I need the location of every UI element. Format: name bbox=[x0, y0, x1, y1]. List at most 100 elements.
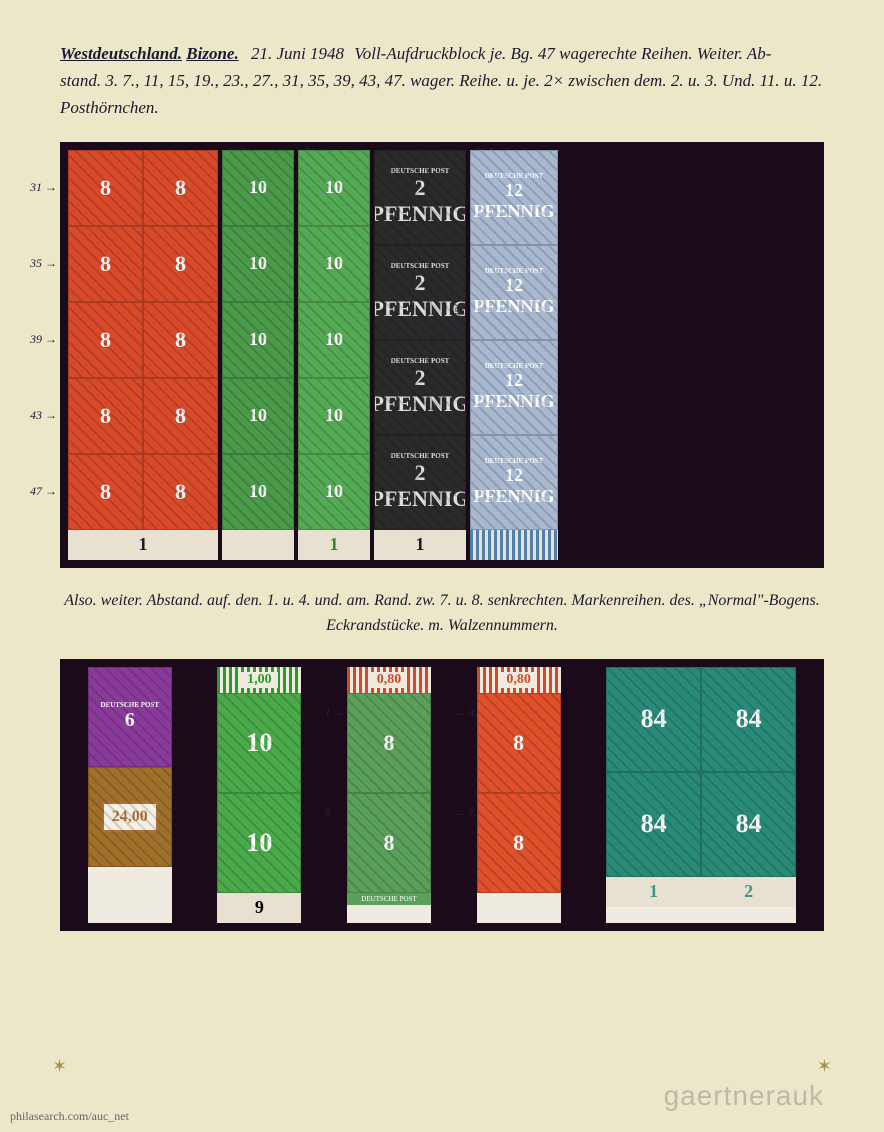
mid-caption: Also. weiter. Abstand. auf. den. 1. u. 4… bbox=[60, 588, 824, 639]
stamp-grid: DEUTSCHE POST12 PFENNIG DEUTSCHE POST12 P… bbox=[470, 150, 558, 530]
stamp: 10 bbox=[298, 150, 370, 226]
violet-brown-pair: DEUTSCHE POST624,00 bbox=[88, 667, 172, 923]
stamp: 10 bbox=[222, 150, 294, 226]
stamp-header: DEUTSCHE POST bbox=[471, 362, 557, 370]
stamp-denom: 8 bbox=[100, 479, 111, 505]
stamp: 8 bbox=[143, 378, 218, 454]
stamp-denom: 8 bbox=[100, 327, 111, 353]
orange-8pf-pair: 0,8088→ 3.→ 7. bbox=[477, 667, 561, 923]
ornament-star-left: ✶ bbox=[52, 1056, 67, 1077]
stamp-denom: 8 bbox=[100, 175, 111, 201]
stamp-denom: 10 bbox=[325, 177, 343, 198]
green-10pf-top: 1,00 10 10 9 bbox=[217, 667, 301, 923]
sheet-margin: 12 bbox=[606, 877, 796, 907]
plate-number: 9 bbox=[217, 893, 301, 923]
value-strip: 1,00 bbox=[217, 667, 301, 693]
stamp-denom: 10 bbox=[249, 405, 267, 426]
sheet-value: 0,80 bbox=[371, 672, 408, 688]
stamp: DEUTSCHE POST2 PFENNIG bbox=[374, 340, 466, 435]
sheet-margin: 1 bbox=[68, 530, 218, 560]
stamp: DEUTSCHE POST2 PFENNIG bbox=[374, 435, 466, 530]
stamp-denom: DEUTSCHE POST2 PFENNIG bbox=[374, 167, 466, 227]
mid-line1: Also. weiter. Abstand. auf. den. 1. u. 4… bbox=[64, 592, 820, 609]
mid-line2: Eckrandstücke. m. Walzennummern. bbox=[326, 617, 558, 634]
stamp: DEUTSCHE POST12 PFENNIG bbox=[470, 150, 558, 245]
stamp: 10 bbox=[222, 302, 294, 378]
zone-title: Bizone. bbox=[186, 44, 238, 63]
value-box: 24,00 bbox=[102, 802, 158, 832]
stamp: 8 bbox=[143, 302, 218, 378]
stamp-denom: 10 bbox=[249, 481, 267, 502]
row-label: 35 → bbox=[30, 226, 57, 302]
teal-84pf-block: 8484848412 bbox=[606, 667, 796, 923]
stamp-denom: 10 bbox=[249, 329, 267, 350]
stamp: 84 bbox=[606, 667, 701, 772]
row-number-labels: 31 →35 →39 →43 →47 → bbox=[30, 150, 57, 530]
stamp-grid: 88 bbox=[477, 693, 561, 893]
stamp-denom: 84 bbox=[736, 704, 762, 734]
stamp-denom: 10 bbox=[249, 177, 267, 198]
stamp-denom: 8 bbox=[100, 403, 111, 429]
stamp-denom: DEUTSCHE POST2 PFENNIG bbox=[374, 357, 466, 417]
stamp-denom: 10 bbox=[246, 728, 272, 758]
stamp: 84 bbox=[701, 667, 796, 772]
header-caption: Westdeutschland. Bizone. 21. Juni 1948 V… bbox=[60, 40, 824, 122]
stamp: 8 bbox=[477, 693, 561, 793]
stamp-denom: 8 bbox=[175, 403, 186, 429]
plate-number: 1 bbox=[649, 881, 658, 902]
stamp-header: DEUTSCHE POST bbox=[471, 267, 557, 275]
stamp-header: DEUTSCHE POST bbox=[101, 701, 160, 709]
sheet-margin: 1 bbox=[298, 530, 370, 560]
stamp-denom: 10 bbox=[325, 481, 343, 502]
stamp: 8 bbox=[68, 454, 143, 530]
stamp: 10 bbox=[298, 454, 370, 530]
stamp: 10 bbox=[298, 302, 370, 378]
stamp: 8 bbox=[347, 793, 431, 893]
row-label: 43 → bbox=[30, 378, 57, 454]
plate-number: 2 bbox=[744, 881, 753, 902]
stamp: 8 bbox=[68, 378, 143, 454]
stamp-grid: 88 bbox=[347, 693, 431, 893]
stamp-denom: DEUTSCHE POST12 PFENNIG bbox=[471, 172, 557, 222]
ornament-star-right: ✶ bbox=[817, 1056, 832, 1077]
stamp-section-top: 31 →35 →39 →43 →47 →88888888881Walze1010… bbox=[60, 142, 824, 568]
stamp-denom: 8 bbox=[175, 251, 186, 277]
stamp-denom: 8 bbox=[175, 479, 186, 505]
stamp-denom: DEUTSCHE POST2 PFENNIG bbox=[374, 452, 466, 512]
stamp: 8 bbox=[143, 454, 218, 530]
value-strip: 0,80 bbox=[347, 667, 431, 693]
stamp-grid: 8 8 8 8 8 8 8 8 8 8 bbox=[68, 150, 218, 530]
sheet-margin bbox=[470, 530, 558, 560]
stamp-denom: 10 bbox=[246, 828, 272, 858]
stamp-grid: 10 10 10 10 10 bbox=[222, 150, 294, 530]
stamp-header: DEUTSCHE POST bbox=[374, 167, 466, 175]
stamp: 10 bbox=[222, 378, 294, 454]
value-strip: 0,80 bbox=[477, 667, 561, 693]
stamp: 84 bbox=[701, 772, 796, 877]
black-2pf-strip: DEUTSCHE POST2 PFENNIG DEUTSCHE POST2 PFE… bbox=[374, 150, 466, 560]
stamp-section-bottom: DEUTSCHE POST624,001,00101090,8088DEUTSC… bbox=[60, 659, 824, 931]
stamp: 10 bbox=[222, 226, 294, 302]
stamp-denom: DEUTSCHE POST12 PFENNIG bbox=[471, 267, 557, 317]
stamp-denom: 8 bbox=[100, 251, 111, 277]
stamp: DEUTSCHE POST2 PFENNIG bbox=[374, 150, 466, 245]
footer-url: philasearch.com/auc_net bbox=[10, 1109, 129, 1124]
stamp-denom: 8 bbox=[383, 830, 394, 856]
stamp-denom: 8 bbox=[383, 730, 394, 756]
stamp: 84 bbox=[606, 772, 701, 877]
row-label: 31 → bbox=[30, 150, 57, 226]
stamp-denom: 8 bbox=[175, 175, 186, 201]
arrow-annotation: 5 bbox=[325, 807, 331, 819]
green-10pf-strip-right: Platte10101010101 bbox=[298, 150, 370, 560]
stamp-header: DEUTSCHE POST bbox=[471, 457, 557, 465]
stamp-denom: DEUTSCHE POST12 PFENNIG bbox=[471, 457, 557, 507]
region-title: Westdeutschland. bbox=[60, 44, 182, 63]
row-label: 47 → bbox=[30, 454, 57, 530]
stamp-grid: 10 10 bbox=[217, 693, 301, 893]
stamp: 8 bbox=[68, 226, 143, 302]
stamp-header: DEUTSCHE POST bbox=[471, 172, 557, 180]
arrow-annotation: 1 → bbox=[325, 707, 344, 719]
stamp-header: DEUTSCHE POST bbox=[374, 357, 466, 365]
stamp-header: DEUTSCHE POST bbox=[374, 452, 466, 460]
stamp-denom: 10 bbox=[325, 329, 343, 350]
